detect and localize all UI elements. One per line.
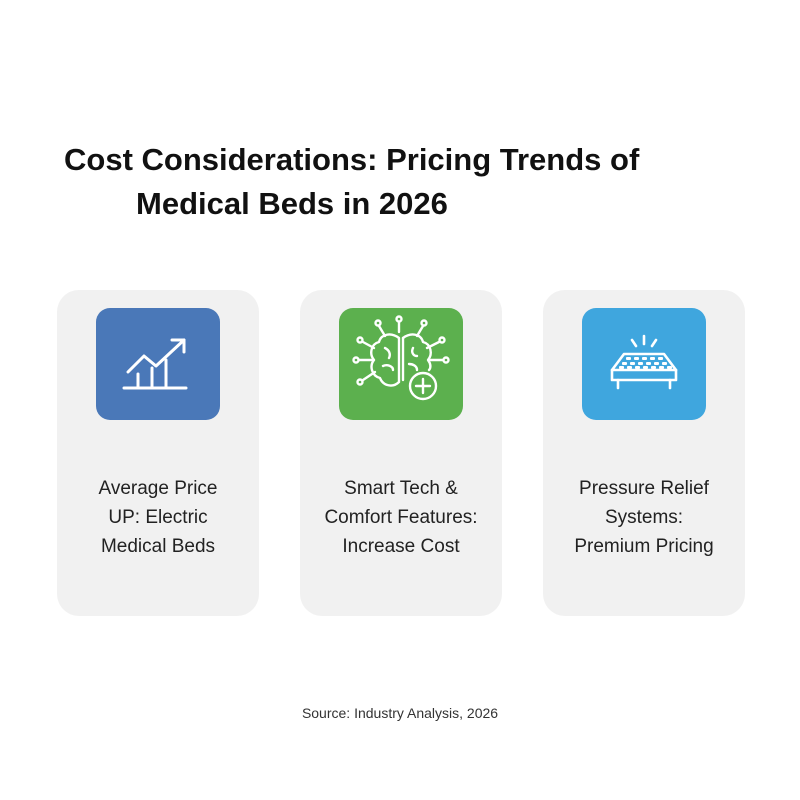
- card-text-line: Systems:: [604, 507, 684, 528]
- card-text: Pressure Relief Systems: Premium Pricing: [549, 474, 739, 561]
- card-text: Smart Tech & Comfort Features: Increase …: [306, 474, 496, 561]
- brain-circuit-plus-icon: [339, 308, 463, 420]
- card-text: Average Price UP: Electric Medical Beds: [63, 474, 253, 561]
- mattress-bed-icon: [582, 308, 706, 420]
- card-text-line: Increase Cost: [342, 536, 460, 557]
- card-text-line: Comfort Features:: [324, 507, 478, 528]
- card-text-line: Average Price: [98, 478, 218, 499]
- card-average-price: Average Price UP: Electric Medical Beds: [57, 290, 259, 616]
- card-text-line: UP: Electric: [108, 507, 208, 528]
- page-title: Cost Considerations: Pricing Trends of M…: [0, 138, 800, 226]
- title-line-2: Medical Beds in 2026: [136, 186, 448, 221]
- card-text-line: Smart Tech &: [344, 478, 458, 499]
- card-smart-tech: Smart Tech & Comfort Features: Increase …: [300, 290, 502, 616]
- card-text-line: Medical Beds: [100, 536, 216, 557]
- card-text-line: Premium Pricing: [574, 536, 714, 557]
- card-pressure-relief: Pressure Relief Systems: Premium Pricing: [543, 290, 745, 616]
- title-line-1: Cost Considerations: Pricing Trends of: [64, 142, 640, 177]
- cards-row: Average Price UP: Electric Medical Beds: [57, 290, 745, 616]
- trend-up-chart-icon: [96, 308, 220, 420]
- card-text-line: Pressure Relief: [579, 478, 709, 499]
- source-caption: Source: Industry Analysis, 2026: [301, 705, 499, 721]
